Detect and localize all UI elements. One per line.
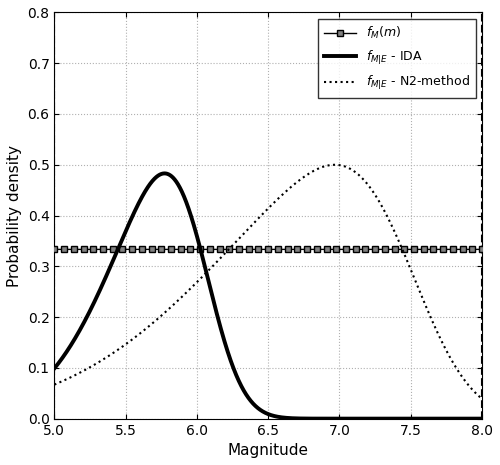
X-axis label: Magnitude: Magnitude	[228, 443, 308, 458]
Y-axis label: Probability density: Probability density	[7, 145, 22, 286]
Legend: $f_M(m)$, $f_{M|E}$ - IDA, $f_{M|E}$ - N2-method: $f_M(m)$, $f_{M|E}$ - IDA, $f_{M|E}$ - N…	[318, 19, 476, 98]
